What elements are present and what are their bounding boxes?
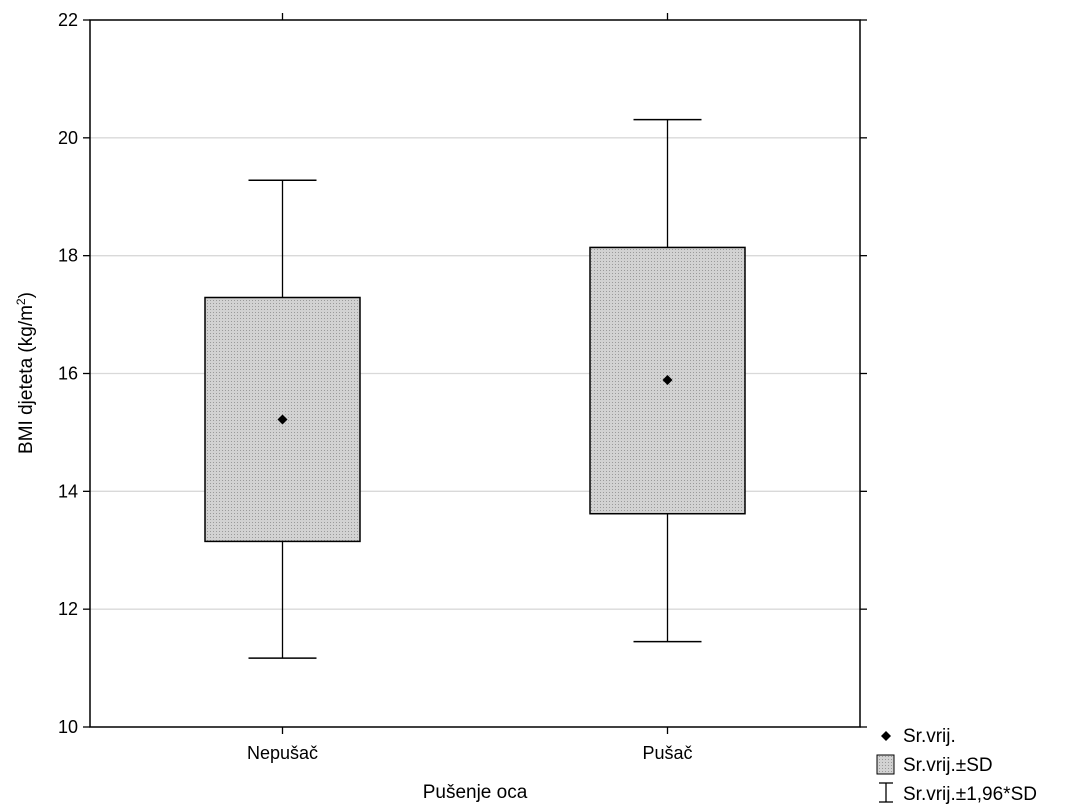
legend-whisker-icon bbox=[879, 782, 893, 803]
legend-sd-box-icon bbox=[876, 754, 895, 775]
mean-point bbox=[662, 374, 673, 385]
mean-point bbox=[277, 414, 288, 425]
legend-label-ci: Sr.vrij.±1,96*SD bbox=[903, 784, 1037, 805]
y-tick-label: 12 bbox=[58, 599, 78, 619]
y-tick-label: 18 bbox=[58, 246, 78, 266]
box-1 bbox=[589, 118, 746, 643]
y-axis: 10 12 14 16 18 20 22 bbox=[58, 10, 867, 737]
y-tick-label: 16 bbox=[58, 364, 78, 384]
legend-mean-diamond-icon bbox=[881, 731, 891, 741]
y-tick-label: 10 bbox=[58, 717, 78, 737]
y-tick-label: 14 bbox=[58, 481, 78, 501]
box-0 bbox=[204, 179, 361, 659]
y-tick-label: 20 bbox=[58, 128, 78, 148]
y-axis-title-close: ) bbox=[16, 292, 37, 298]
x-axis-title: Pušenje oca bbox=[423, 782, 528, 803]
sd-box bbox=[204, 296, 361, 543]
legend-label-mean: Sr.vrij. bbox=[903, 726, 956, 747]
x-axis: Nepušač Pušač bbox=[247, 13, 693, 763]
box-series bbox=[204, 118, 746, 659]
y-axis-title-superscript: 2 bbox=[14, 298, 28, 305]
legend: Sr.vrij. Sr.vrij.±SD Sr.vrij.±1,96*SD bbox=[876, 726, 1037, 805]
y-tick-label: 22 bbox=[58, 10, 78, 30]
y-axis-title-main: BMI djeteta (kg/m bbox=[16, 305, 37, 454]
x-tick-label: Pušač bbox=[642, 743, 692, 763]
x-tick-label: Nepušač bbox=[247, 743, 318, 763]
legend-label-sd: Sr.vrij.±SD bbox=[903, 755, 993, 776]
y-axis-title: BMI djeteta (kg/m2) bbox=[14, 292, 37, 454]
